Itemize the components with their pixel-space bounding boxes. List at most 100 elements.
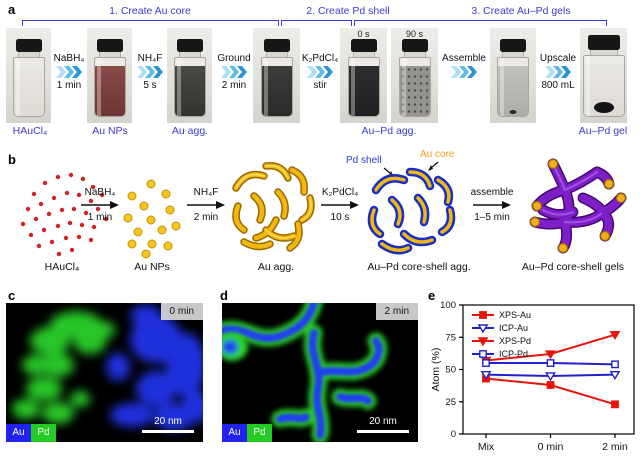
legend-chip-au: Au: [222, 424, 247, 442]
arrow-bottom-label: 5 s: [143, 80, 157, 91]
vial-liquid: [94, 65, 125, 116]
reaction-arrow-2: NH₄F 2 min: [184, 186, 228, 224]
eds-map-0min: 0 min Au Pd 20 nm: [6, 303, 203, 442]
svg-text:0: 0: [451, 429, 456, 440]
vial-photo-au-agg: [167, 28, 212, 123]
pd-shell-callout: Pd shell: [346, 155, 382, 166]
vial-neck: [502, 52, 524, 57]
scale-bar-label: 20 nm: [369, 416, 397, 427]
vial-photo-0s: 0 s: [340, 28, 387, 123]
vial-glass: [497, 57, 529, 117]
vial-glass: [398, 57, 431, 117]
vial-neck: [98, 52, 121, 57]
arrow-bottom-label: 10 s: [330, 212, 350, 223]
eds-map-2min: 2 min Au Pd 20 nm: [222, 303, 418, 442]
svg-text:ICP-Pd: ICP-Pd: [499, 349, 528, 359]
svg-text:ICP-Au: ICP-Au: [499, 323, 528, 333]
chevron-arrow-icon: [221, 66, 247, 78]
arrow-top-label: K₂PdCl₄: [321, 187, 359, 198]
stage-label-au-nps: Au NPs: [134, 261, 170, 273]
arrow-top-label: Assemble: [442, 53, 486, 64]
arrow-top-label: NaBH₄: [84, 187, 116, 198]
vial-neck: [17, 52, 40, 57]
vial-cap: [96, 39, 123, 52]
eds-map-art: [222, 303, 418, 442]
svg-text:0 min: 0 min: [538, 441, 564, 453]
vial-photo-au-nps: [87, 28, 132, 123]
reaction-arrow-3: K₂PdCl₄ 10 s: [314, 186, 366, 224]
vial-liquid: [13, 65, 44, 116]
au-nps-art: [123, 179, 181, 259]
gel-blob: [593, 102, 614, 113]
atom-percent-chart: 0 25 50 75 100 Mix 0 min 2 min Atom (%) XPS-Au ICP…: [428, 288, 640, 459]
step-label-3: 3. Create Au–Pd gels: [471, 5, 571, 17]
legend-chip-au: Au: [6, 424, 31, 442]
scale-bar-label: 20 nm: [154, 416, 182, 427]
process-arrow-3: Ground 2 min: [210, 52, 258, 92]
arrow-bottom-label: 1–5 min: [474, 212, 510, 223]
step-label-2: 2. Create Pd shell: [306, 5, 390, 17]
aupd-core-shell-agg-art: [367, 167, 456, 255]
vial-liquid: [174, 65, 205, 116]
svg-text:2 min: 2 min: [602, 441, 628, 453]
reaction-arrow-icon: [187, 201, 225, 209]
chevron-arrow-icon: [56, 66, 82, 78]
arrow-bottom-label: 1 min: [87, 212, 113, 223]
vial-neck: [352, 52, 375, 57]
process-arrow-5: Assemble: [440, 52, 488, 79]
vial-neck: [178, 52, 201, 57]
vial-liquid: [498, 65, 528, 116]
time-badge: 2 min: [375, 303, 418, 320]
svg-text:Atom (%): Atom (%): [430, 348, 442, 392]
stage-label-aupd-gels: Au–Pd core-shell gels: [521, 261, 625, 273]
vial-cap: [401, 39, 428, 52]
au-core-pointer-icon: [428, 161, 439, 171]
reaction-arrow-1: NaBH₄ 1 min: [78, 186, 122, 224]
vial: [12, 39, 45, 117]
stage-label-aupd-agg: Au–Pd core-shell agg.: [367, 261, 471, 273]
vial-cap: [587, 35, 620, 50]
chevron-arrow-icon: [451, 66, 477, 78]
vial-glass: [582, 55, 625, 117]
arrow-top-label: assemble: [470, 187, 514, 198]
product-label-au-nps: Au NPs: [92, 125, 128, 137]
eds-map-art: [6, 303, 203, 442]
vial-glass: [12, 57, 45, 117]
legend-chip-pd: Pd: [247, 424, 272, 442]
arrow-top-label: Ground: [217, 53, 251, 64]
arrow-top-label: NH₄F: [137, 53, 163, 64]
chevron-arrow-icon: [545, 66, 571, 78]
svg-text:XPS-Au: XPS-Au: [499, 310, 531, 320]
vial-glass: [173, 57, 206, 117]
svg-text:25: 25: [445, 397, 456, 408]
step-bracket-1: [22, 20, 279, 26]
arrow-bottom-label: 2 min: [193, 212, 219, 223]
svg-text:Mix: Mix: [478, 441, 495, 453]
panel-e-letter: e: [428, 288, 436, 303]
arrow-bottom-label: 2 min: [221, 80, 247, 91]
haucl4-ions-art: [20, 172, 109, 257]
vial-liquid: [261, 65, 292, 116]
vial-photo-90s: 90 s: [391, 28, 438, 123]
product-label-haucl4: HAuCl₄: [12, 125, 48, 137]
vial-cap: [263, 39, 290, 52]
svg-text:50: 50: [445, 365, 456, 376]
au-agg-art: [232, 162, 315, 252]
arrow-bottom-label: stir: [313, 80, 327, 91]
vial-neck: [403, 52, 426, 57]
process-arrow-6: Upscale 800 mL: [534, 52, 582, 92]
vial-photo-ground: [253, 28, 300, 123]
vial-glass: [347, 57, 380, 117]
product-label-aupd-gel: Au–Pd gel: [578, 125, 628, 137]
panel-c-letter: c: [8, 288, 16, 303]
scale-bar: [142, 429, 194, 433]
process-arrow-2: NH₄F 5 s: [130, 52, 170, 92]
process-arrow-4: K₂PdCl₄ stir: [296, 52, 344, 92]
chevron-arrow-icon: [307, 66, 333, 78]
time-badge: 0 min: [160, 303, 203, 320]
arrow-top-label: Upscale: [539, 53, 577, 64]
vial-neck: [589, 50, 618, 55]
svg-text:100: 100: [440, 300, 456, 311]
timer-label-90s: 90 s: [405, 29, 423, 39]
